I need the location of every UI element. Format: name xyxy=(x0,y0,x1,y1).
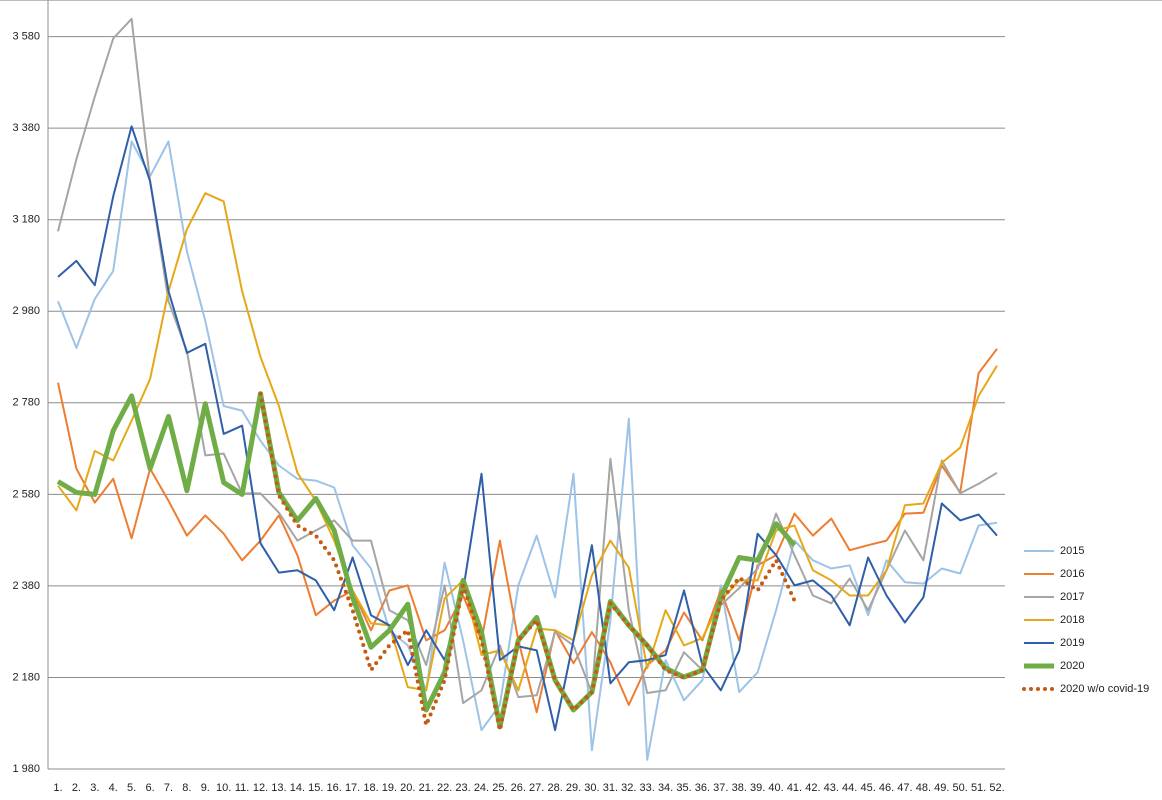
x-tick-label: 29. xyxy=(566,782,581,794)
legend-label: 2017 xyxy=(1060,591,1084,603)
x-tick-label: 50. xyxy=(953,782,968,794)
x-tick-label: 6. xyxy=(145,782,154,794)
x-tick-label: 47. xyxy=(897,782,912,794)
series-line xyxy=(57,140,998,761)
x-tick-label: 14. xyxy=(290,782,305,794)
x-tick-label: 41. xyxy=(787,782,802,794)
series-line xyxy=(56,391,797,730)
y-tick-label: 2 580 xyxy=(12,488,40,500)
x-tick-label: 10. xyxy=(216,782,231,794)
x-tick-label: 26. xyxy=(511,782,526,794)
y-tick-label: 2 380 xyxy=(12,580,40,592)
y-tick-label: 3 180 xyxy=(12,214,40,226)
x-tick-label: 21. xyxy=(419,782,434,794)
x-tick-label: 48. xyxy=(916,782,931,794)
y-tick-label: 2 780 xyxy=(12,397,40,409)
x-tick-label: 49. xyxy=(934,782,949,794)
x-tick-label: 17. xyxy=(345,782,360,794)
series-line xyxy=(57,192,998,692)
legend-label: 2020 xyxy=(1060,660,1084,672)
x-tick-label: 34. xyxy=(658,782,673,794)
x-tick-label: 33. xyxy=(640,782,655,794)
x-tick-label: 2. xyxy=(72,782,81,794)
x-tick-label: 19. xyxy=(382,782,397,794)
x-tick-label: 44. xyxy=(842,782,857,794)
x-tick-label: 5. xyxy=(127,782,136,794)
legend-label: 2015 xyxy=(1060,545,1084,557)
x-tick-label: 40. xyxy=(768,782,783,794)
x-tick-label: 45. xyxy=(860,782,875,794)
x-tick-label: 36. xyxy=(695,782,710,794)
legend-label: 2020 w/o covid-19 xyxy=(1060,683,1149,695)
y-tick-label: 2 180 xyxy=(12,671,40,683)
y-tick-label: 1 980 xyxy=(12,763,40,775)
x-tick-label: 43. xyxy=(824,782,839,794)
legend-label: 2016 xyxy=(1060,568,1084,580)
x-tick-label: 30. xyxy=(584,782,599,794)
x-tick-label: 16. xyxy=(327,782,342,794)
x-tick-label: 22. xyxy=(437,782,452,794)
legend-label: 2018 xyxy=(1060,614,1084,626)
x-tick-label: 12. xyxy=(253,782,268,794)
x-tick-label: 18. xyxy=(363,782,378,794)
x-tick-label: 3. xyxy=(90,782,99,794)
x-tick-label: 24. xyxy=(474,782,489,794)
x-tick-label: 52. xyxy=(989,782,1004,794)
x-tick-label: 25. xyxy=(492,782,507,794)
x-tick-label: 7. xyxy=(164,782,173,794)
y-tick-label: 3 380 xyxy=(12,122,40,134)
x-tick-label: 42. xyxy=(805,782,820,794)
x-tick-label: 13. xyxy=(271,782,286,794)
x-tick-label: 27. xyxy=(529,782,544,794)
series-line xyxy=(57,348,998,714)
series-line xyxy=(57,125,998,732)
x-tick-label: 4. xyxy=(109,782,118,794)
series-line xyxy=(57,17,998,705)
series-line xyxy=(258,391,797,733)
x-tick-label: 8. xyxy=(182,782,191,794)
x-tick-label: 15. xyxy=(308,782,323,794)
x-tick-label: 37. xyxy=(713,782,728,794)
x-tick-label: 31. xyxy=(603,782,618,794)
x-tick-label: 28. xyxy=(547,782,562,794)
x-tick-label: 51. xyxy=(971,782,986,794)
x-tick-label: 23. xyxy=(455,782,470,794)
y-tick-label: 2 980 xyxy=(12,305,40,317)
x-tick-label: 39. xyxy=(750,782,765,794)
x-tick-label: 1. xyxy=(53,782,62,794)
x-tick-label: 20. xyxy=(400,782,415,794)
x-tick-label: 9. xyxy=(201,782,210,794)
y-tick-label: 3 580 xyxy=(12,31,40,43)
x-tick-label: 32. xyxy=(621,782,636,794)
legend-label: 2019 xyxy=(1060,637,1084,649)
x-tick-label: 46. xyxy=(879,782,894,794)
x-tick-label: 11. xyxy=(235,782,249,794)
x-tick-label: 35. xyxy=(676,782,691,794)
x-tick-label: 38. xyxy=(732,782,747,794)
